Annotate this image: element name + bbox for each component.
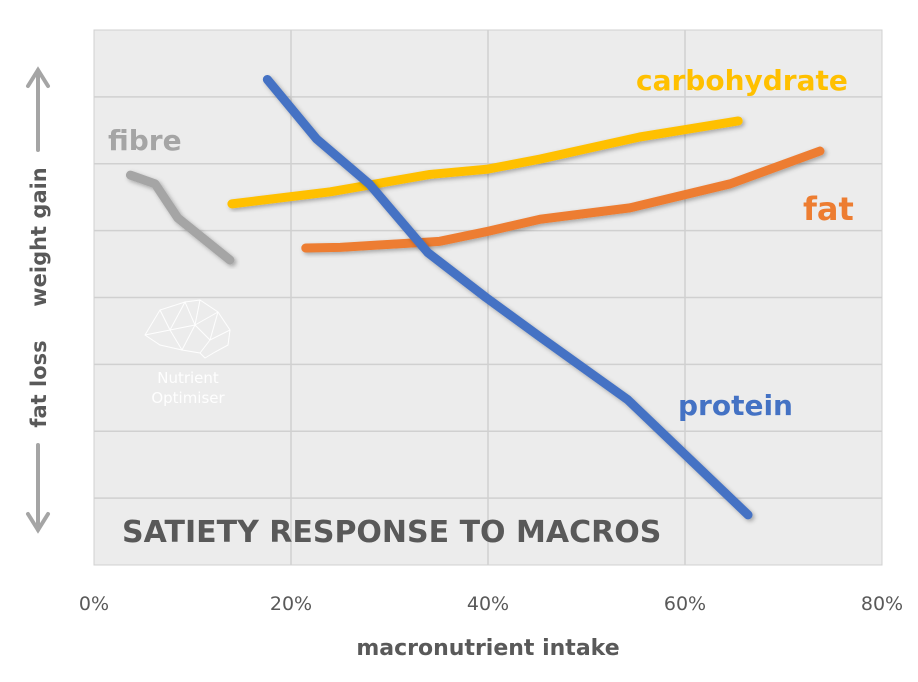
x-tick-label: 40% — [467, 593, 509, 615]
x-tick-label: 0% — [79, 593, 109, 615]
x-tick-label: 20% — [270, 593, 312, 615]
arrow-down-icon — [28, 445, 48, 530]
watermark-line-2: Optimiser — [151, 389, 225, 407]
series-label-fibre: fibre — [108, 124, 182, 157]
arrow-up-icon — [28, 70, 48, 150]
x-tick-label: 60% — [664, 593, 706, 615]
series-label-fat: fat — [803, 190, 854, 228]
series-label-carbohydrate: carbohydrate — [636, 64, 848, 97]
x-axis-label: macronutrient intake — [356, 636, 619, 661]
y-label-fat-loss: fat loss — [27, 340, 51, 427]
y-axis-labels: weight gain fat loss — [27, 70, 51, 530]
x-tick-labels: 0% 20% 40% 60% 80% — [79, 593, 903, 615]
series-label-protein: protein — [678, 389, 793, 422]
watermark-line-1: Nutrient — [157, 369, 219, 387]
chart-title: SATIETY RESPONSE TO MACROS — [122, 515, 661, 550]
x-tick-label: 80% — [861, 593, 903, 615]
y-label-weight-gain: weight gain — [27, 167, 51, 307]
